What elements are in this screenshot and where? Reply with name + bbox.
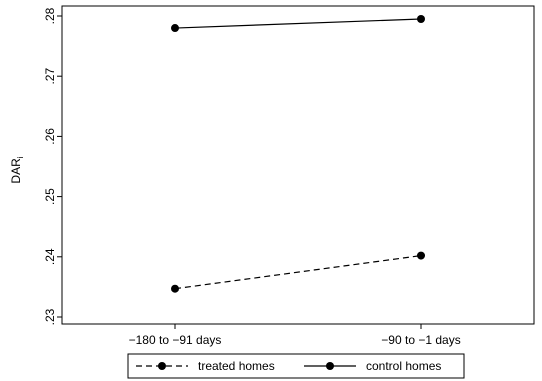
x-tick-label: −90 to −1 days xyxy=(381,333,460,347)
y-tick-label: .25 xyxy=(43,188,57,205)
data-point xyxy=(171,284,179,293)
series-line-0 xyxy=(174,255,422,290)
y-axis-title-main: DAR xyxy=(9,158,23,184)
data-point xyxy=(417,251,425,260)
y-axis-title: DARi xyxy=(9,156,25,183)
legend-marker xyxy=(326,362,334,370)
y-tick-label: .26 xyxy=(43,128,57,145)
legend: treated homes control homes xyxy=(127,353,465,379)
x-tick-label: −180 to −91 days xyxy=(129,333,222,347)
series-layer xyxy=(171,15,425,293)
plot-frame xyxy=(61,5,535,325)
data-point xyxy=(417,15,425,24)
y-tick-label: .23 xyxy=(43,308,57,325)
legend-items: treated homes control homes xyxy=(136,359,441,373)
legend-box xyxy=(127,353,465,379)
y-tick-label: .24 xyxy=(43,248,57,265)
legend-label: control homes xyxy=(366,359,441,373)
series-line-1 xyxy=(174,18,422,29)
y-axis-title-subscript: i xyxy=(16,156,25,158)
legend-marker xyxy=(158,362,166,370)
y-tick-label: .28 xyxy=(43,7,57,24)
y-tick-label: .27 xyxy=(43,68,57,85)
y-axis: .23 .24 .25 .26 .27 .28 xyxy=(43,7,62,325)
x-axis: −180 to −91 days −90 to −1 days xyxy=(129,324,461,347)
data-point xyxy=(171,24,179,33)
legend-label: treated homes xyxy=(198,359,275,373)
